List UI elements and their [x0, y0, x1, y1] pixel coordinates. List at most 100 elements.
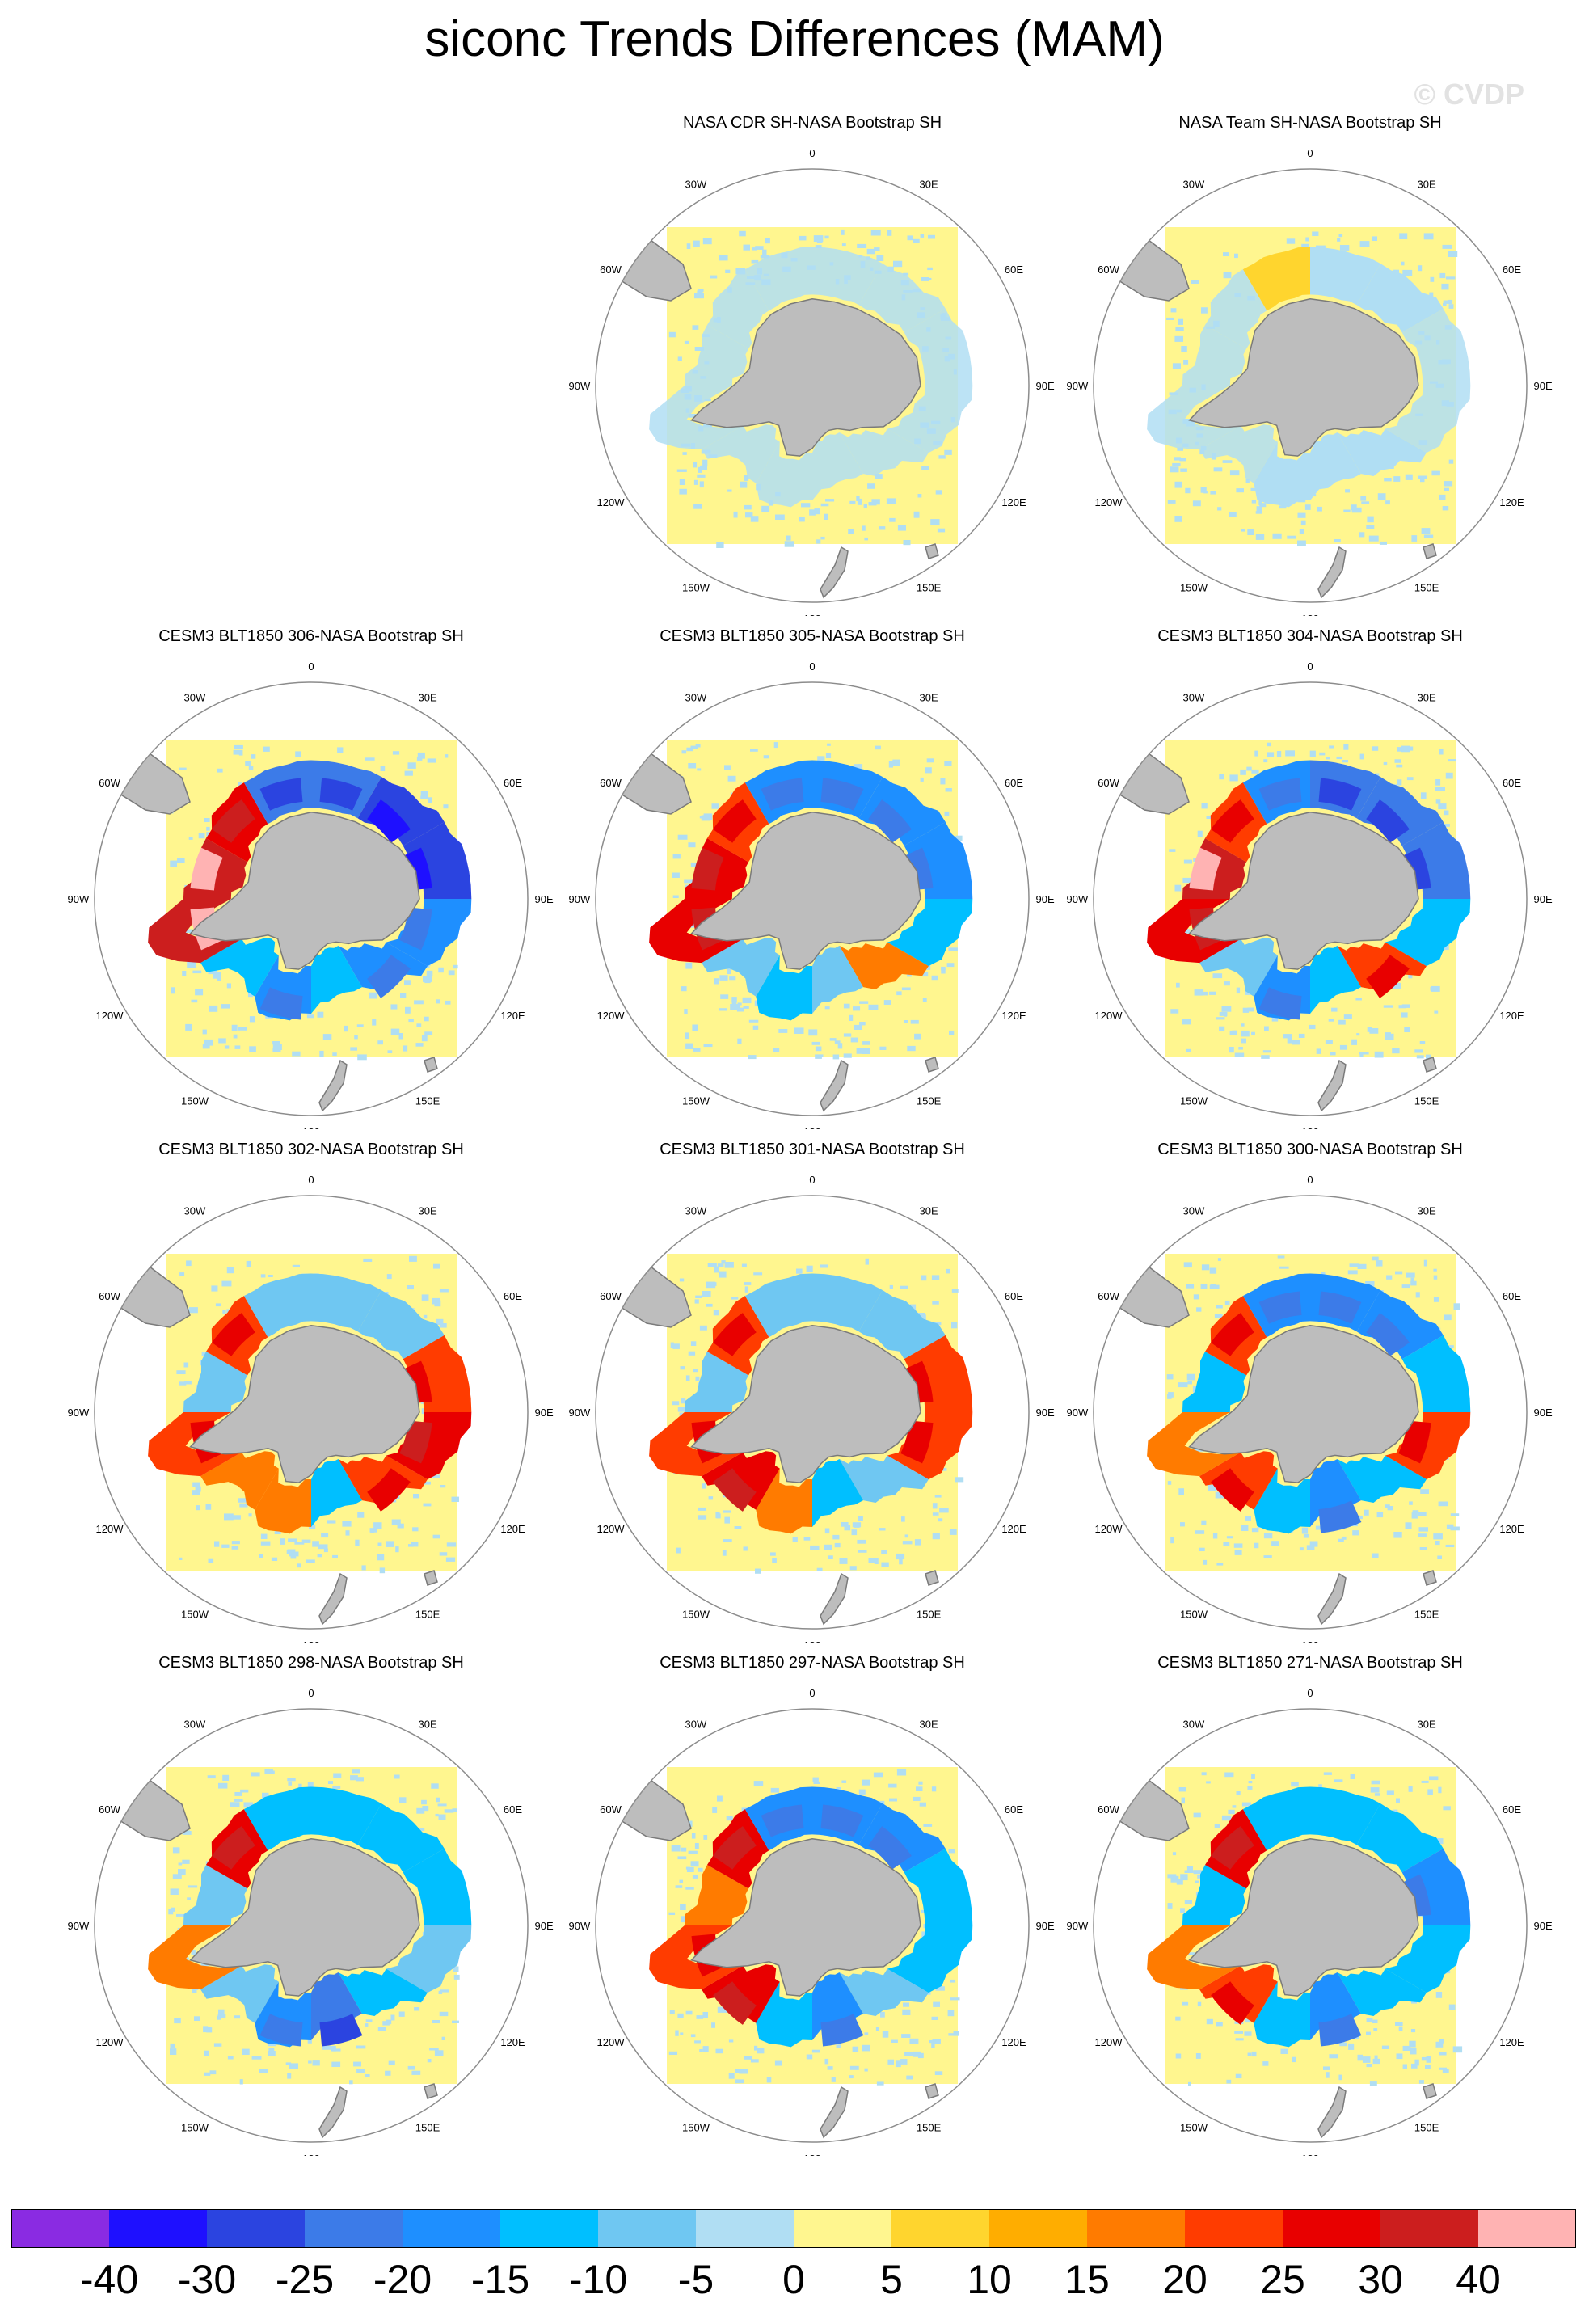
longitude-label: 150W	[1180, 1609, 1208, 1621]
trend-cell	[699, 1325, 707, 1331]
trend-sector	[887, 899, 973, 967]
trend-cell	[677, 2013, 684, 2018]
trend-cell	[186, 1260, 192, 1267]
trend-sector	[1385, 899, 1471, 967]
trend-sector	[1147, 899, 1241, 964]
trend-cell	[825, 499, 835, 502]
trend-cell	[907, 235, 913, 241]
longitude-label: 0	[1307, 1174, 1313, 1186]
trend-cell	[1393, 1532, 1402, 1538]
trend-cell	[913, 511, 920, 518]
trend-cell	[1430, 276, 1435, 282]
trend-cell	[672, 872, 680, 878]
trend-sector	[887, 1412, 973, 1480]
trend-cell	[395, 1546, 399, 1553]
trend-cell	[445, 1000, 451, 1005]
panel-title: CESM3 BLT1850 302-NASA Bootstrap SH	[158, 1141, 464, 1158]
longitude-label: 150W	[181, 1095, 209, 1107]
polar-map: 0 30E 60E 90E 120E 150E 180 150W 120W 90W 60W 30W	[569, 1174, 1055, 1643]
trend-sector	[403, 1848, 472, 1925]
trend-sector	[649, 1412, 744, 1477]
trend-cell	[841, 1522, 849, 1527]
trend-cell	[307, 2038, 312, 2044]
longitude-label: 60W	[1098, 777, 1119, 789]
trend-cell	[272, 1041, 280, 1045]
longitude-label: 90E	[535, 1920, 554, 1932]
trend-cell	[700, 465, 707, 470]
longitude-label: 120W	[1095, 2036, 1123, 2048]
longitude-label: 120E	[1499, 1010, 1524, 1022]
trend-cell	[170, 1888, 179, 1895]
longitude-label: 60W	[99, 777, 120, 789]
trend-cell	[849, 1014, 854, 1021]
trend-cell	[1229, 1030, 1236, 1035]
trend-cell	[397, 1523, 404, 1529]
trend-cell	[724, 765, 731, 770]
panel-title: CESM3 BLT1850 298-NASA Bootstrap SH	[158, 1654, 464, 1672]
trend-cell	[703, 1835, 708, 1840]
trend-cell	[1178, 1787, 1186, 1792]
trend-sector	[1254, 1468, 1310, 1534]
trend-cell	[420, 791, 428, 798]
trend-cell	[862, 1041, 870, 1045]
trend-cell	[1208, 1484, 1217, 1491]
trend-cell	[187, 961, 196, 968]
trend-cell	[1396, 764, 1403, 768]
trend-cell	[1174, 457, 1181, 461]
trend-cell	[234, 1799, 243, 1802]
trend-cell	[827, 743, 831, 746]
trend-cell	[1201, 1264, 1210, 1271]
trend-cell	[844, 1525, 851, 1531]
colorbar-label: 20	[1162, 2257, 1208, 2302]
map-frame	[1093, 1195, 1528, 1630]
trend-cell	[693, 504, 702, 509]
trend-cell	[349, 2080, 353, 2085]
trend-cell	[1247, 1007, 1254, 1012]
trend-cell	[920, 234, 925, 238]
trend-cell	[1236, 1791, 1241, 1795]
trend-cell	[688, 1850, 698, 1854]
trend-cell	[763, 755, 769, 759]
trend-cell	[1411, 535, 1418, 542]
longitude-label: 0	[308, 1687, 314, 1699]
polar-map: 0 30E 60E 90E 120E 150E 180 150W 120W 90W 60W 30W	[569, 147, 1055, 616]
trend-cell	[815, 245, 822, 248]
trend-cell	[1235, 2038, 1244, 2041]
trend-cell	[750, 749, 758, 752]
trend-core	[259, 987, 303, 1020]
longitude-label: 90W	[569, 1920, 591, 1932]
trend-core	[713, 1981, 757, 2025]
trend-cell	[318, 1544, 328, 1550]
trend-cell	[1387, 1506, 1393, 1511]
trend-cell	[921, 1275, 927, 1281]
trend-cell	[1263, 1555, 1272, 1558]
trend-cell	[1174, 481, 1182, 488]
longitude-label: 150W	[181, 1609, 209, 1621]
trend-cell	[1404, 1027, 1410, 1032]
trend-cell	[288, 1781, 293, 1786]
trend-cell	[1401, 1284, 1410, 1289]
trend-cell	[1334, 1779, 1343, 1782]
longitude-label: 60E	[1503, 1290, 1521, 1302]
polar-map: 0 30E 60E 90E 120E 150E 180 150W 120W 90W 60W 30W	[569, 660, 1055, 1129]
colorbar-border	[11, 2209, 1576, 2248]
trend-cell	[187, 1897, 191, 1900]
trend-cell	[1309, 1541, 1318, 1547]
trend-sector	[858, 264, 946, 333]
trend-cell	[1245, 990, 1251, 995]
trend-cell	[1395, 1271, 1403, 1275]
trend-cell	[1423, 1259, 1427, 1267]
trend-cell	[834, 1040, 841, 1044]
trend-cell	[434, 1300, 441, 1307]
longitude-label: 150W	[682, 1095, 710, 1107]
trend-cell	[1398, 2026, 1403, 2031]
trend-cell	[1175, 2016, 1181, 2021]
trend-cell	[1195, 2053, 1201, 2059]
trend-cell	[735, 2079, 744, 2084]
trend-cell	[1359, 532, 1365, 538]
trend-cell	[1251, 500, 1257, 504]
trend-cell	[824, 513, 828, 520]
trend-cell	[1297, 512, 1306, 518]
trend-core	[868, 1826, 912, 1870]
trend-cell	[862, 525, 866, 531]
